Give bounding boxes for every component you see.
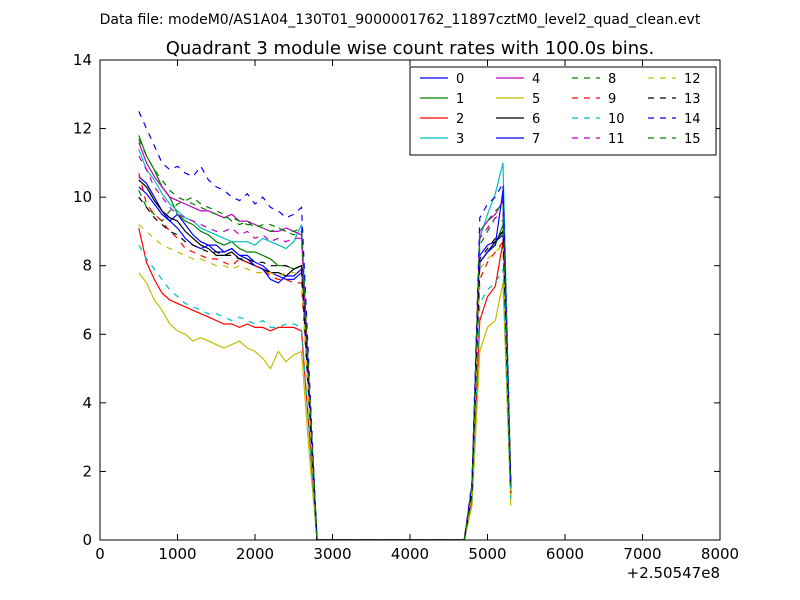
legend-label-0: 0 (456, 72, 464, 87)
chart-title: Quadrant 3 module wise count rates with … (166, 38, 655, 59)
legend-label-15: 15 (684, 132, 701, 147)
legend-label-14: 14 (684, 112, 701, 127)
legend-label-12: 12 (684, 72, 701, 87)
legend-label-4: 4 (532, 72, 540, 87)
legend-label-10: 10 (608, 112, 625, 127)
legend-label-5: 5 (532, 92, 540, 107)
legend-label-7: 7 (532, 132, 540, 147)
x-tick-label: 5000 (468, 545, 506, 563)
x-tick-label: 6000 (546, 545, 584, 563)
x-tick-label: 8000 (701, 545, 739, 563)
y-tick-label: 2 (82, 462, 92, 480)
y-tick-label: 14 (73, 51, 92, 69)
y-tick-label: 4 (82, 394, 92, 412)
x-tick-label: 2000 (236, 545, 274, 563)
data-file-label: Data file: modeM0/AS1A04_130T01_90000017… (100, 12, 701, 28)
legend (409, 66, 717, 156)
series-line-0 (138, 176, 512, 540)
series-line-3 (138, 148, 512, 540)
series-group (138, 111, 512, 540)
legend-label-2: 2 (456, 112, 464, 127)
y-tick-label: 10 (73, 188, 92, 206)
x-tick-label: 0 (95, 545, 105, 563)
series-line-6 (138, 179, 512, 540)
series-line-15 (138, 138, 512, 540)
y-tick-label: 0 (82, 531, 92, 549)
series-line-4 (138, 142, 512, 540)
x-offset-label: +2.50547e8 (627, 564, 720, 582)
y-tick-label: 12 (73, 120, 92, 138)
series-line-2 (138, 227, 512, 540)
x-tick-label: 1000 (158, 545, 196, 563)
series-line-10 (138, 244, 512, 540)
series-line-11 (138, 155, 512, 540)
series-line-5 (138, 272, 512, 540)
series-line-7 (138, 186, 512, 540)
legend-label-11: 11 (608, 132, 625, 147)
x-tick-label: 7000 (623, 545, 661, 563)
legend-label-1: 1 (456, 92, 464, 107)
y-tick-label: 6 (82, 325, 92, 343)
series-line-12 (138, 224, 512, 540)
x-tick-label: 3000 (313, 545, 351, 563)
series-line-9 (138, 172, 512, 540)
series-line-14 (138, 111, 512, 540)
x-tick-label: 4000 (391, 545, 429, 563)
legend-label-8: 8 (608, 72, 616, 87)
y-tick-label: 8 (82, 257, 92, 275)
legend-label-6: 6 (532, 112, 540, 127)
legend-label-9: 9 (608, 92, 616, 107)
legend-label-13: 13 (684, 92, 701, 107)
series-line-1 (138, 135, 512, 540)
legend-label-3: 3 (456, 132, 464, 147)
series-line-8 (138, 190, 512, 540)
series-line-13 (138, 196, 512, 540)
plot-area: 0 1000 2000 3000 4000 5000 6000 7000 80000246810… (73, 51, 739, 563)
